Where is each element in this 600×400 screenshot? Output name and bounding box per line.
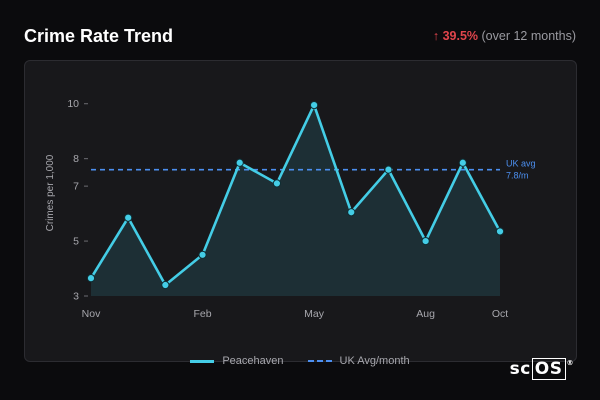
x-tick-label: Oct <box>492 308 508 320</box>
data-point <box>235 158 244 167</box>
y-tick-label: 3 <box>73 291 79 303</box>
change-indicator: ↑ 39.5% (over 12 months) <box>433 29 576 43</box>
chart-legend: Peacehaven UK Avg/month <box>0 355 600 367</box>
uk-average-label: UK avg <box>506 159 536 169</box>
data-point <box>309 101 319 110</box>
logo-box: OS <box>531 358 566 380</box>
x-tick-label: May <box>304 308 325 320</box>
data-point <box>198 250 207 259</box>
chart-title: Crime Rate Trend <box>24 26 174 46</box>
data-point <box>421 236 430 246</box>
legend-item-peacehaven[interactable]: Peacehaven <box>190 355 284 367</box>
data-point <box>161 280 170 290</box>
x-tick-label: Aug <box>416 308 435 320</box>
data-point <box>86 274 96 283</box>
data-point <box>384 165 393 174</box>
data-point <box>347 208 356 217</box>
data-point <box>124 213 133 222</box>
legend-item-uk-avg[interactable]: UK Avg/month <box>307 355 410 367</box>
series-line-peacehaven <box>89 103 502 287</box>
chart-card <box>24 60 577 362</box>
y-tick-label: 10 <box>67 98 79 110</box>
legend-swatch-solid <box>190 359 215 363</box>
registered-mark: ® <box>566 359 574 367</box>
data-point <box>458 158 467 167</box>
logo-text: sc <box>509 359 531 379</box>
legend-label-peacehaven: Peacehaven <box>222 355 284 367</box>
y-axis-label: Crimes per 1,000 <box>45 154 56 231</box>
uk-average-value: 7.8/m <box>506 171 529 181</box>
y-tick-label: 7 <box>73 181 79 193</box>
change-note: (over 12 months) <box>481 29 576 43</box>
y-tick-label: 8 <box>73 153 79 165</box>
legend-label-uk-avg: UK Avg/month <box>339 355 410 367</box>
scos-logo: sc OS ® <box>509 358 574 380</box>
change-value: 39.5% <box>442 29 479 43</box>
trend-up-icon: ↑ <box>432 29 440 43</box>
x-tick-label: Nov <box>82 308 101 320</box>
legend-swatch-dashed <box>307 360 332 362</box>
data-point <box>272 179 282 188</box>
series-area-fill <box>91 105 500 297</box>
x-tick-label: Feb <box>193 308 211 320</box>
data-point <box>495 227 505 236</box>
y-tick-label: 5 <box>73 236 79 248</box>
